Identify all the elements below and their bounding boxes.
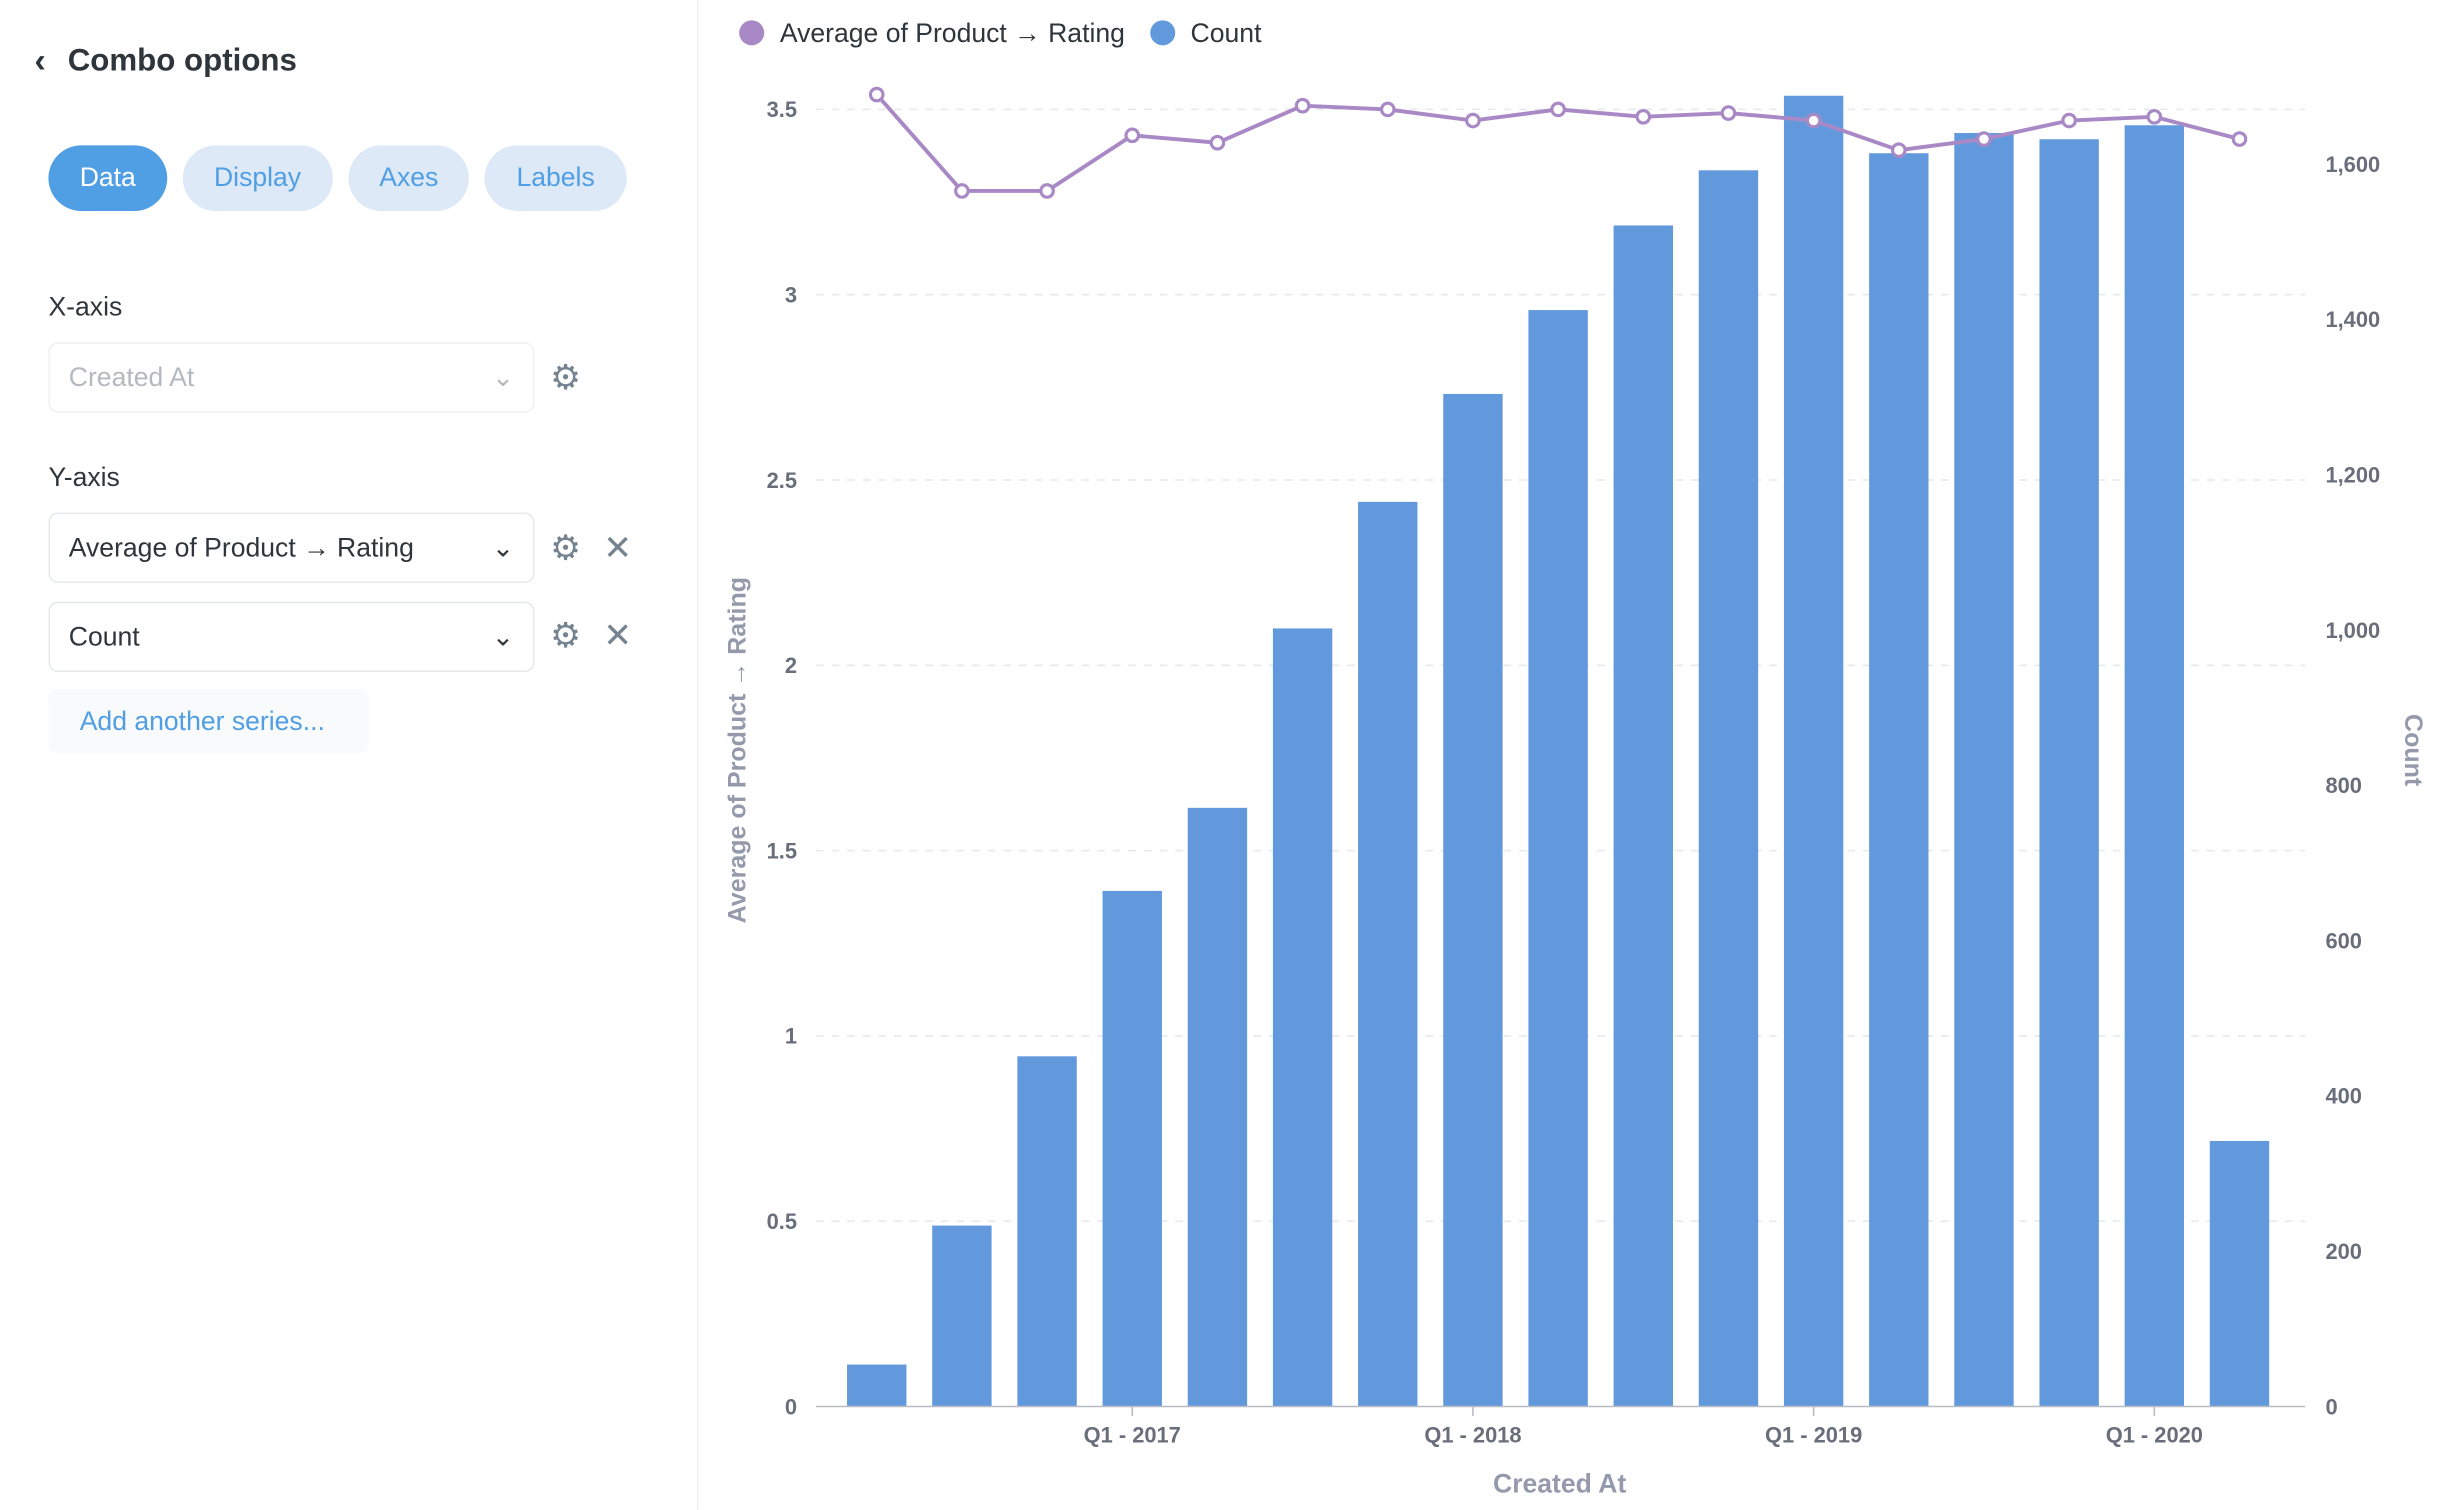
y-left-tick-label: 3 (785, 283, 797, 308)
y-right-tick-label: 1,000 (2325, 618, 2380, 643)
bar-count (1187, 807, 1248, 1407)
bar-count (847, 1364, 907, 1407)
y-right-tick-label: 800 (2325, 773, 2361, 798)
x-axis-value: Created At (68, 361, 195, 392)
bar-count (1698, 170, 1759, 1407)
gear-icon[interactable]: ⚙ (550, 615, 581, 655)
point-rating (1550, 101, 1566, 118)
bar-count (2039, 139, 2099, 1407)
tab-data[interactable]: Data (48, 145, 168, 211)
y-right-tick-label: 0 (2325, 1394, 2337, 1419)
point-rating (2146, 108, 2163, 125)
point-rating (1720, 105, 1737, 121)
point-rating (868, 86, 885, 103)
y-right-tick-label: 1,600 (2325, 152, 2380, 177)
y-left-tick-label: 1.5 (767, 838, 797, 863)
y-left-axis-title: Average of Product → Rating (723, 577, 751, 923)
panel-title: Combo options (67, 42, 297, 78)
legend-item-count[interactable]: Count (1149, 18, 1262, 50)
y-right-tick-label: 600 (2325, 928, 2361, 953)
point-rating (1379, 101, 1396, 118)
y-left-tick-label: 0.5 (767, 1209, 797, 1234)
bar-count (932, 1225, 992, 1407)
point-rating (1039, 183, 1055, 199)
bar-count (1443, 393, 1503, 1407)
bar-count (1783, 95, 1844, 1407)
legend-label: Count (1190, 18, 1262, 49)
point-rating (1976, 131, 1992, 147)
y-right-tick-label: 400 (2325, 1084, 2361, 1109)
y-series-value: Average of Product → Rating (68, 532, 414, 562)
tab-axes[interactable]: Axes (347, 145, 470, 211)
x-tick-label: Q1 - 2020 (2106, 1422, 2203, 1447)
legend-item-rating[interactable]: Average of Product → Rating (739, 19, 1125, 50)
y-right-axis-title: Count (2399, 714, 2427, 787)
y-left-tick-label: 2 (785, 653, 797, 678)
chevron-down-icon: ⌄ (491, 361, 515, 392)
y-left-tick-label: 3.5 (767, 97, 797, 122)
point-rating (954, 183, 970, 199)
bar-count (1528, 310, 1588, 1407)
close-icon[interactable]: ✕ (603, 528, 633, 568)
gear-icon[interactable]: ⚙ (550, 528, 581, 568)
y-right-tick-label: 1,200 (2325, 463, 2380, 488)
settings-panel: ‹ Combo options Data Display Axes Labels … (0, 0, 699, 1510)
point-rating (1465, 112, 1481, 129)
gear-icon[interactable]: ⚙ (550, 357, 581, 397)
bar-count (1272, 628, 1333, 1407)
x-tick-label: Q1 - 2019 (1765, 1422, 1862, 1447)
line-rating (875, 93, 2240, 193)
bar-count (1017, 1056, 1077, 1407)
bar-count (2209, 1140, 2270, 1407)
y-left-tick-label: 2.5 (767, 468, 797, 493)
bar-count (1613, 225, 1673, 1407)
tab-labels[interactable]: Labels (485, 145, 627, 211)
y-series-value: Count (68, 621, 140, 651)
point-rating (1294, 97, 1311, 114)
point-rating (1805, 112, 1822, 129)
y-left-tick-label: 0 (785, 1394, 797, 1419)
chevron-left-icon: ‹ (34, 40, 46, 80)
bar-count (2124, 125, 2185, 1407)
tab-display[interactable]: Display (182, 145, 333, 211)
x-axis-title: Created At (1493, 1468, 1626, 1498)
x-axis-select[interactable]: Created At ⌄ (48, 342, 535, 413)
y-right-tick-label: 200 (2325, 1239, 2361, 1264)
bar-count (1954, 133, 2014, 1407)
point-rating (1635, 108, 1652, 125)
point-rating (1890, 142, 1907, 158)
point-rating (1209, 134, 1226, 151)
legend-dot (1149, 20, 1175, 46)
point-rating (2061, 112, 2077, 129)
close-icon[interactable]: ✕ (603, 615, 633, 655)
point-rating (2231, 131, 2248, 147)
y-series-select-1[interactable]: Average of Product → Rating ⌄ (48, 512, 535, 583)
x-tick-label: Q1 - 2018 (1424, 1422, 1521, 1447)
back-button[interactable]: ‹ Combo options (34, 41, 297, 82)
chevron-down-icon: ⌄ (491, 532, 515, 562)
y-left-tick-label: 1 (785, 1024, 797, 1049)
y-axis-label: Y-axis (48, 462, 120, 493)
y-right-tick-label: 1,400 (2325, 307, 2380, 332)
legend: Average of Product → Rating Count (739, 19, 1261, 50)
bar-count (1102, 890, 1162, 1407)
bar-count (1869, 153, 1929, 1407)
x-tick-label: Q1 - 2017 (1084, 1422, 1181, 1447)
chevron-down-icon: ⌄ (491, 621, 515, 651)
point-rating (1124, 127, 1141, 144)
y-series-select-2[interactable]: Count ⌄ (48, 601, 535, 673)
add-series-button[interactable]: Add another series... (48, 689, 369, 754)
bar-count (1358, 501, 1418, 1407)
legend-label: Average of Product → Rating (779, 18, 1125, 49)
x-axis-label: X-axis (48, 292, 123, 322)
legend-dot (739, 20, 765, 46)
